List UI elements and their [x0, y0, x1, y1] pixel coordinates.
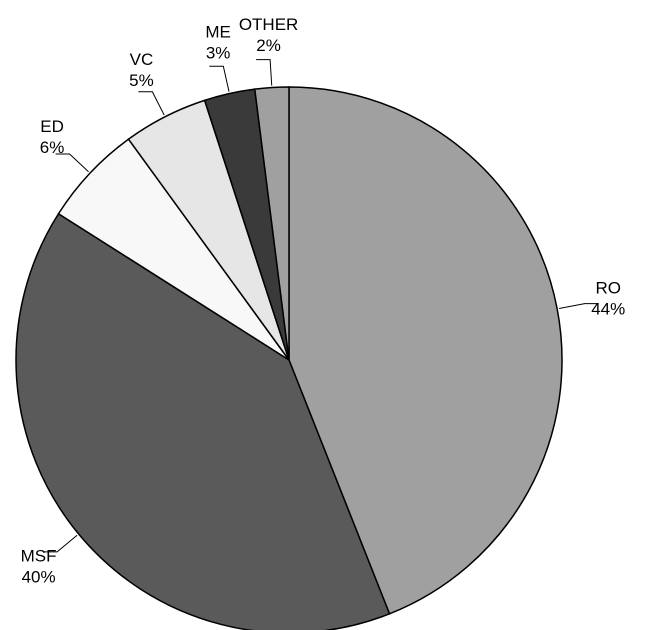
leader-line — [138, 91, 165, 116]
leader-line — [43, 534, 78, 553]
value-label: 5% — [129, 71, 154, 90]
value-label: 2% — [256, 36, 281, 55]
pie-slice — [288, 86, 563, 615]
pie-slice — [253, 86, 290, 361]
slice-label: OTHER — [239, 15, 299, 34]
leader-line — [256, 59, 273, 86]
value-label: 40% — [22, 568, 56, 587]
value-label: 3% — [206, 43, 231, 62]
value-label: 44% — [591, 300, 625, 319]
value-label: 6% — [40, 138, 65, 157]
slice-label: MSF — [21, 547, 57, 566]
slice-label: RO — [595, 279, 621, 298]
leader-line — [559, 303, 599, 309]
pie-slice — [15, 212, 391, 630]
slice-label: VC — [130, 50, 154, 69]
leader-line — [55, 153, 89, 173]
slice-label: ED — [40, 117, 64, 136]
slice-label: ME — [205, 22, 231, 41]
leader-line — [209, 65, 230, 92]
